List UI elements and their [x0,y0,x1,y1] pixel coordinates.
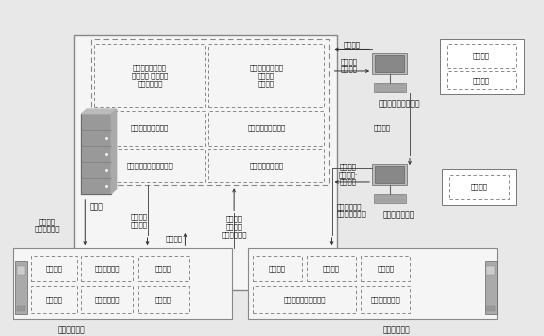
Bar [138,256,189,281]
Bar [442,169,516,205]
Bar [15,261,27,314]
Text: 地图定位: 地图定位 [166,236,183,242]
Text: 实时定位: 实时定位 [269,266,286,272]
Text: 事故定责: 事故定责 [473,53,490,59]
Bar [31,286,77,313]
Text: 保险公司服务端: 保险公司服务端 [383,211,416,220]
Text: 上报清求
事故基础信息: 上报清求 事故基础信息 [35,218,60,232]
Bar [91,40,329,185]
Bar [447,44,516,68]
Bar [361,256,410,281]
Text: 事故处理任务
工作量统计结算: 事故处理任务 工作量统计结算 [337,203,367,217]
Text: 事故勘察人员确定、关联: 事故勘察人员确定、关联 [127,162,174,169]
Bar [138,286,189,313]
Bar [361,286,410,313]
Bar [16,306,25,311]
Text: 报告管理: 报告管理 [155,266,172,272]
Text: 处理流程服务: 处理流程服务 [95,296,120,303]
Bar [485,261,497,314]
Bar [248,248,497,320]
Bar [95,111,206,145]
Bar [447,71,516,89]
Text: 路径导航: 路径导航 [323,266,340,272]
Text: 工作量统计、结算: 工作量统计、结算 [249,162,283,169]
Bar [486,306,495,311]
Text: 勘察人员服务: 勘察人员服务 [95,266,120,272]
Text: 接单清求
定位坐标
现场采集信息: 接单清求 定位坐标 现场采集信息 [221,216,247,238]
Text: 事故定损: 事故定损 [470,183,487,190]
Bar [31,256,77,281]
Text: 勘查信息
定责报告: 勘查信息 定责报告 [341,58,358,72]
Bar [95,149,206,182]
Bar [307,256,356,281]
Text: 勘察人服务端: 勘察人服务端 [382,325,410,334]
Bar [82,286,133,313]
Text: 信息采集: 信息采集 [377,266,394,272]
Polygon shape [82,114,112,194]
Bar [375,166,404,182]
Bar [95,44,206,108]
Text: 事件管理: 事件管理 [155,296,172,303]
Bar [372,164,407,185]
Text: 当事人服务端: 当事人服务端 [58,325,85,334]
Text: 事故处理
环节动态: 事故处理 环节动态 [131,214,148,228]
Text: 事故处理中心服务端: 事故处理中心服务端 [379,99,420,109]
Bar [16,266,25,275]
Bar [75,35,337,290]
Text: 事故定损: 事故定损 [374,124,391,131]
Text: 定位坐标地图匹配
轨迹绘制 路径导航
行程时间估计: 定位坐标地图匹配 轨迹绘制 路径导航 行程时间估计 [132,65,168,87]
Text: 任务管理、结算: 任务管理、结算 [371,296,400,303]
Text: 勘查信息
定责报告·
定损报告: 勘查信息 定责报告· 定损报告 [339,163,358,185]
Text: 事故定责: 事故定责 [344,42,361,48]
Text: 档案管理: 档案管理 [473,77,490,84]
Bar [253,286,356,313]
Bar [13,248,232,320]
Polygon shape [112,109,116,194]
Text: 事故档案数据库管理: 事故档案数据库管理 [247,125,286,131]
Text: 事故处理任务单发布: 事故处理任务单发布 [131,125,169,131]
Bar [208,44,325,108]
Bar [375,55,404,72]
Bar [449,175,509,199]
Text: 生成现场勘察报告
定责报告
定制报告: 生成现场勘察报告 定责报告 定制报告 [249,65,283,87]
Bar [253,256,302,281]
Bar [208,111,325,145]
Bar [486,266,495,275]
Text: 服务器: 服务器 [90,202,103,211]
Polygon shape [82,109,116,114]
Bar [440,40,524,94]
Bar [374,194,406,204]
Bar [374,83,406,92]
Bar [82,256,133,281]
Bar [208,149,325,182]
Text: 任务处理单接收、挂单: 任务处理单接收、挂单 [283,296,326,303]
Text: 事故上报: 事故上报 [46,296,63,303]
Text: 实时定位: 实时定位 [46,266,63,272]
Bar [372,53,407,74]
